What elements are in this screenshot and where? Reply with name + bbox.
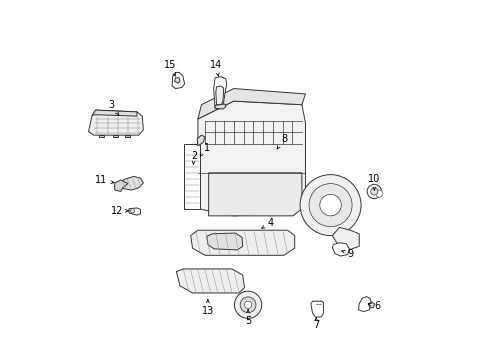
Circle shape: [244, 301, 251, 309]
Text: 7: 7: [312, 318, 319, 330]
Polygon shape: [208, 173, 301, 216]
Polygon shape: [358, 297, 371, 312]
Polygon shape: [92, 110, 137, 116]
Polygon shape: [213, 77, 226, 109]
Polygon shape: [198, 89, 305, 119]
Text: 15: 15: [164, 60, 176, 76]
Text: 13: 13: [202, 300, 214, 316]
Polygon shape: [198, 101, 305, 216]
Polygon shape: [172, 72, 184, 89]
Text: 12: 12: [111, 206, 129, 216]
Text: 5: 5: [244, 310, 251, 325]
Circle shape: [234, 291, 261, 319]
Circle shape: [370, 188, 377, 195]
Circle shape: [319, 194, 341, 216]
Polygon shape: [215, 104, 225, 109]
Text: 4: 4: [261, 218, 273, 228]
Text: 8: 8: [277, 134, 286, 149]
Circle shape: [130, 209, 135, 213]
Polygon shape: [115, 180, 128, 192]
Text: 6: 6: [367, 301, 380, 311]
Polygon shape: [197, 135, 204, 146]
Text: 1: 1: [200, 143, 209, 156]
Text: 2: 2: [191, 151, 197, 164]
Polygon shape: [332, 227, 359, 250]
Polygon shape: [332, 243, 348, 256]
Polygon shape: [190, 230, 294, 255]
Text: 14: 14: [209, 60, 222, 76]
Polygon shape: [176, 269, 244, 293]
Text: 10: 10: [367, 174, 380, 190]
Circle shape: [366, 184, 381, 199]
Text: 3: 3: [108, 100, 119, 116]
Polygon shape: [129, 208, 140, 215]
Polygon shape: [215, 86, 223, 105]
Polygon shape: [113, 135, 118, 137]
Polygon shape: [174, 78, 180, 83]
Polygon shape: [118, 176, 143, 190]
Polygon shape: [206, 233, 242, 250]
Polygon shape: [183, 144, 199, 209]
Circle shape: [308, 184, 351, 226]
Text: 9: 9: [341, 248, 353, 258]
Polygon shape: [99, 135, 103, 137]
Polygon shape: [367, 302, 373, 308]
Polygon shape: [125, 135, 130, 137]
Text: 11: 11: [95, 175, 114, 185]
Polygon shape: [310, 301, 323, 317]
Circle shape: [240, 297, 255, 313]
Circle shape: [300, 175, 360, 235]
Circle shape: [375, 190, 382, 197]
Polygon shape: [88, 110, 143, 135]
